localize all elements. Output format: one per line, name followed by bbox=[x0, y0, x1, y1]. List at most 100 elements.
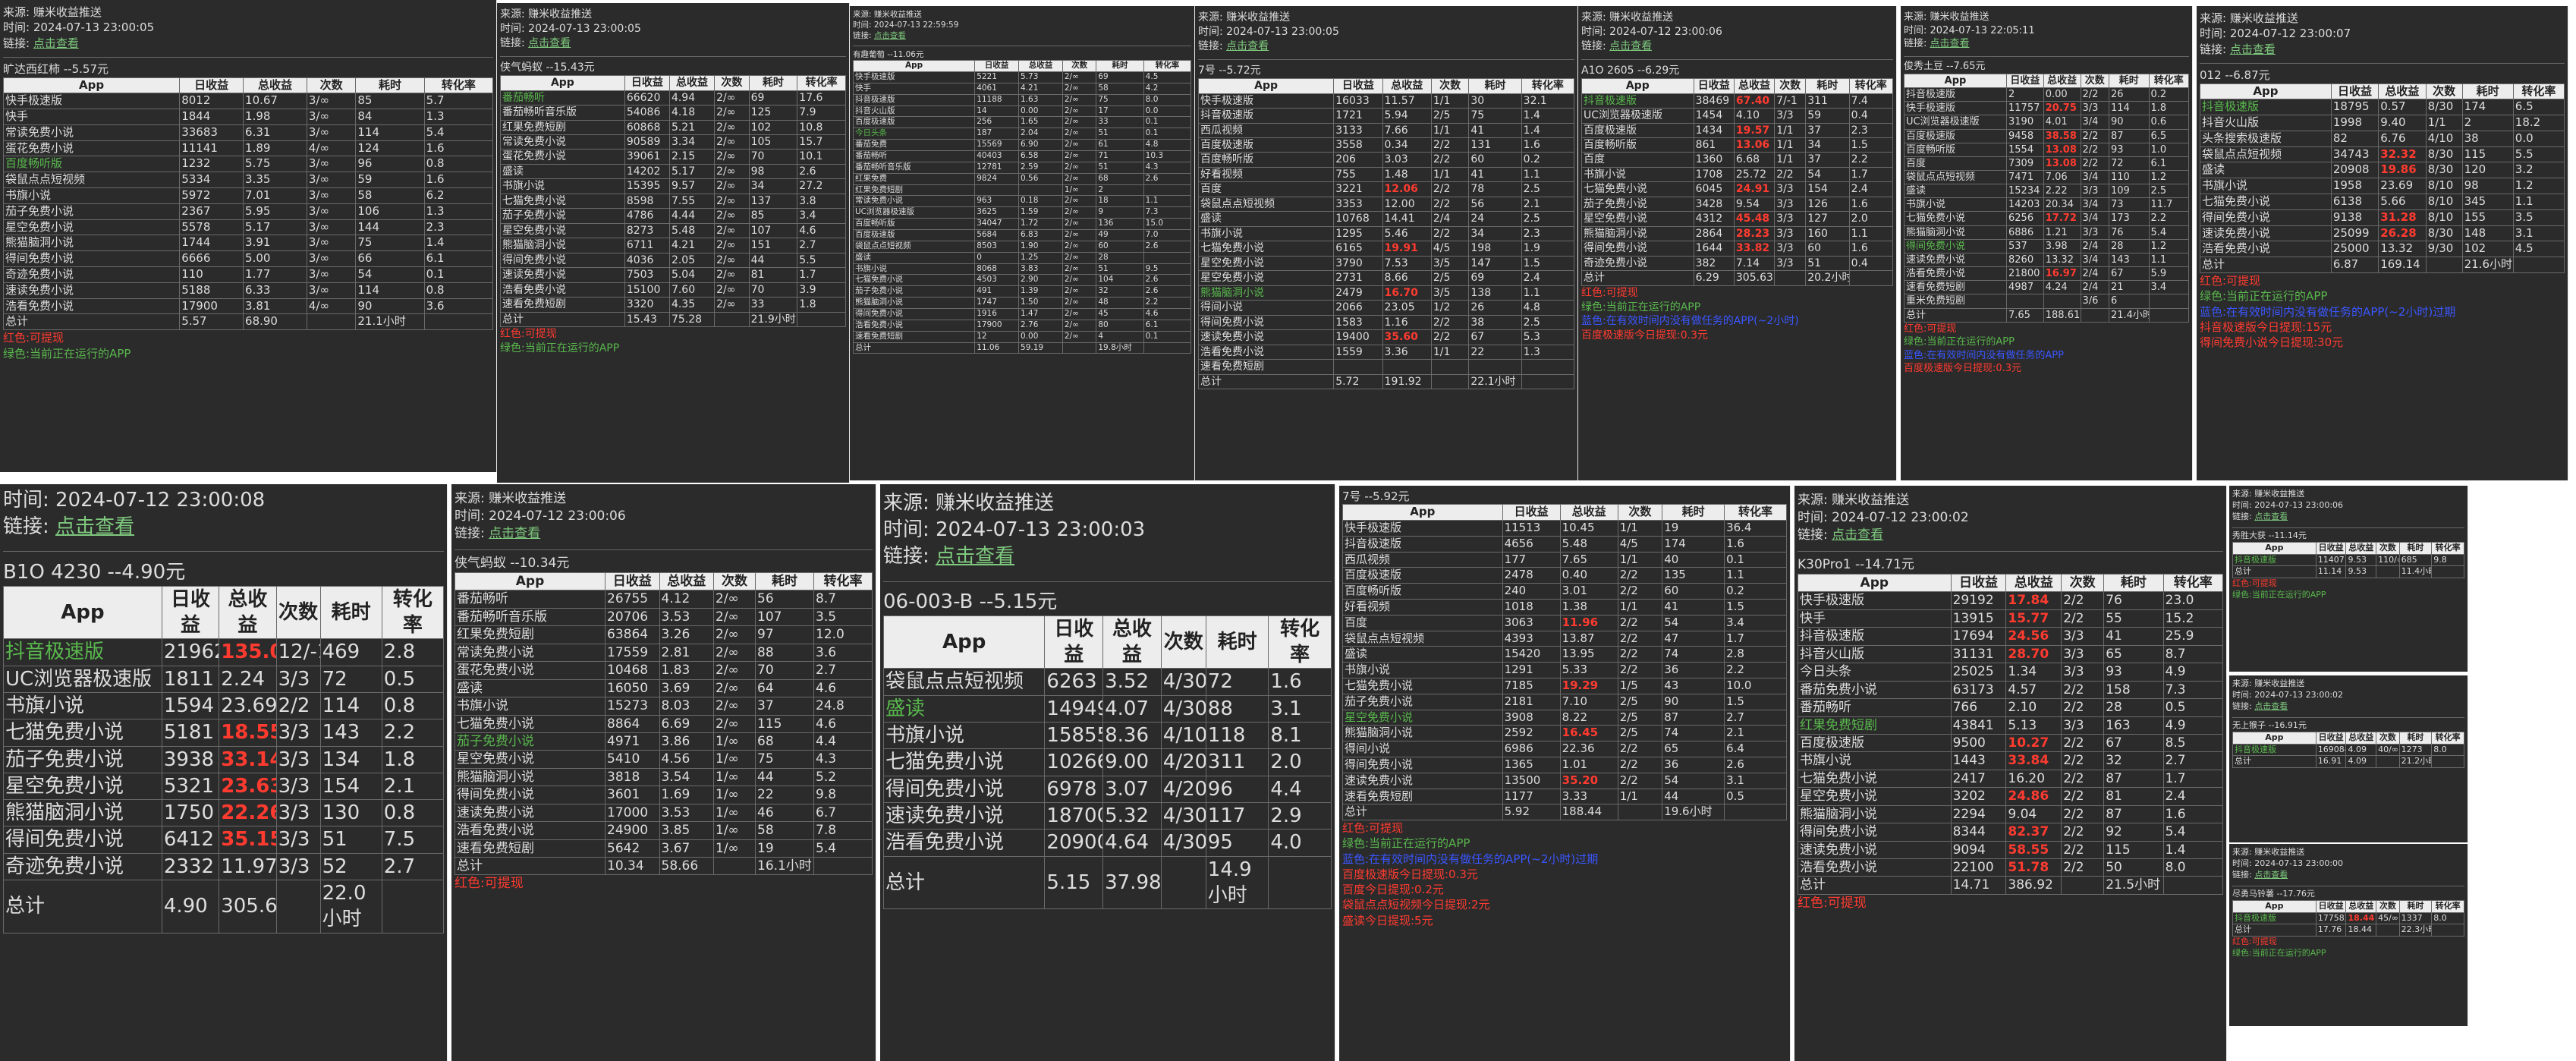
value-cell: 14.41 bbox=[1382, 211, 1432, 227]
account-title: 7号 --5.92元 bbox=[1342, 490, 1410, 503]
value-cell: 2/5 bbox=[1617, 709, 1663, 726]
value-cell bbox=[423, 313, 494, 331]
value-cell: 54 bbox=[355, 266, 425, 283]
value-cell: 3.4 bbox=[1724, 614, 1787, 631]
value-cell: 13.08 bbox=[2043, 156, 2081, 171]
column-header: 耗时 bbox=[355, 77, 425, 94]
screenshot-panel: 来源: 赚米收益推送 时间: 2024-07-12 23:00:06 链接: 点击查… bbox=[1578, 6, 1897, 480]
table-row: 星空免费小说 2731 8.66 2/5 69 2.4 bbox=[1197, 270, 1575, 286]
value-cell: 8/10 bbox=[2425, 178, 2463, 195]
view-link[interactable]: 点击查看 bbox=[489, 525, 541, 541]
app-name-cell: 总计 bbox=[2232, 565, 2317, 578]
value-cell: 17000 bbox=[605, 803, 660, 823]
value-cell: 38 bbox=[1468, 314, 1522, 331]
app-name-cell: 书旗小说 bbox=[1581, 166, 1694, 183]
value-cell: 3908 bbox=[1502, 709, 1561, 726]
value-cell: 71 bbox=[1096, 150, 1144, 162]
value-cell: 3.4 bbox=[2148, 280, 2189, 295]
value-cell: 75.28 bbox=[668, 311, 716, 328]
value-cell: 3.36 bbox=[1382, 344, 1432, 360]
value-cell: 1.4 bbox=[1521, 122, 1575, 139]
table-row: 红果免费短剧 43841 5.13 3/3 163 4.9 bbox=[1798, 716, 2224, 735]
value-cell: 2/∞ bbox=[1062, 82, 1097, 95]
app-name-cell: 盛读 bbox=[1904, 184, 2007, 199]
app-name-cell: 星空免费小说 bbox=[454, 750, 605, 769]
app-name-cell: 快手 bbox=[1798, 609, 1952, 628]
app-name-cell: 总计 bbox=[1342, 804, 1503, 821]
value-cell: 3.83 bbox=[1018, 263, 1063, 275]
column-header: 次数 bbox=[2425, 83, 2463, 100]
value-cell: 2.04 bbox=[1018, 128, 1063, 140]
value-cell: 75 bbox=[755, 750, 814, 769]
table-row: 抖音极速版 1721 5.94 2/5 75 1.4 bbox=[1197, 108, 1575, 124]
app-name-cell: 红果免费 bbox=[852, 172, 976, 185]
link-label: 链接: bbox=[1198, 39, 1223, 52]
view-link[interactable]: 点击查看 bbox=[1832, 527, 1884, 543]
column-header: 转化率 bbox=[1143, 60, 1192, 72]
value-cell: 1.1 bbox=[2148, 252, 2189, 268]
value-cell: 2/5 bbox=[1617, 693, 1663, 710]
value-cell: 3.9 bbox=[797, 282, 846, 298]
value-cell: 65 bbox=[1662, 741, 1725, 757]
app-name-cell: 浩看免费小说 bbox=[454, 821, 605, 840]
time-label: 时间: bbox=[3, 20, 30, 35]
table-row: 红果免费短剧 63864 3.26 2/∞ 97 12.0 bbox=[454, 625, 873, 644]
app-name-cell: 得间免费小说 bbox=[454, 786, 605, 804]
table-row: 百度极速版 3558 0.34 2/2 131 1.6 bbox=[1197, 137, 1575, 153]
value-cell: 7.0 bbox=[1143, 229, 1192, 241]
table-row: 快手极速版 8012 10.67 3/∞ 85 5.7 bbox=[2, 93, 494, 110]
value-cell: 25025 bbox=[1950, 663, 2007, 682]
screenshot-panel: 来源: 赚米收益推送 时间: 2024-07-12 23:00:06 链接: 点击查… bbox=[451, 484, 876, 1061]
value-cell: 11.96 bbox=[1559, 614, 1618, 631]
value-cell: 8/10 bbox=[2425, 194, 2463, 210]
value-cell: 2/∞ bbox=[714, 267, 750, 283]
view-link[interactable]: 点击查看 bbox=[1609, 39, 1653, 52]
view-link[interactable]: 点击查看 bbox=[2254, 869, 2288, 880]
value-cell: 5181 bbox=[161, 719, 220, 747]
view-link[interactable]: 点击查看 bbox=[1226, 39, 1269, 52]
value-cell: 15.0 bbox=[1143, 218, 1192, 231]
value-cell: 1/∞ bbox=[713, 821, 756, 840]
table-row: 书旗小说 1295 5.46 2/2 34 2.3 bbox=[1197, 225, 1575, 242]
app-name-cell: 浩看免费小说 bbox=[1197, 344, 1335, 360]
value-cell: 3/∞ bbox=[306, 93, 357, 110]
value-cell: 35.15 bbox=[219, 826, 277, 854]
value-cell: 1.3 bbox=[423, 203, 494, 220]
view-link[interactable]: 点击查看 bbox=[55, 515, 135, 539]
view-link[interactable]: 点击查看 bbox=[528, 36, 571, 49]
view-link[interactable]: 点击查看 bbox=[2229, 42, 2276, 56]
value-cell bbox=[974, 184, 1020, 197]
value-cell: 76 bbox=[2103, 591, 2164, 610]
view-link[interactable]: 点击查看 bbox=[2254, 701, 2288, 711]
value-cell: 4.12 bbox=[659, 590, 714, 609]
view-link[interactable]: 点击查看 bbox=[1930, 38, 1970, 50]
app-name-cell: UC浏览器极速版 bbox=[3, 665, 162, 693]
value-cell: 69 bbox=[748, 90, 798, 106]
table-row: 速看免费短剧 3320 4.35 2/∞ 33 1.8 bbox=[500, 297, 846, 313]
value-cell: 3/3 bbox=[275, 772, 321, 801]
value-cell: 3558 bbox=[1333, 137, 1383, 153]
table-row: 抖音极速版 11188 1.63 2/∞ 75 8.0 bbox=[852, 93, 1192, 106]
view-link[interactable]: 点击查看 bbox=[873, 31, 906, 41]
earnings-table: App 日收益 总收益 次数 耗时 转化率 抖音极速版 2 0.00 2/2 26 0.2 快手极速版 1… bbox=[1904, 73, 2189, 323]
table-row: 百度极速版 9500 10.27 2/2 67 8.5 bbox=[1798, 733, 2224, 753]
view-link[interactable]: 点击查看 bbox=[33, 36, 79, 50]
view-link[interactable]: 点击查看 bbox=[2254, 511, 2288, 521]
app-name-cell: 番茄免费小说 bbox=[1798, 680, 1952, 700]
value-cell: 37 bbox=[755, 697, 814, 716]
app-name-cell: 星空免费小说 bbox=[1581, 211, 1694, 227]
footer-note: 红色:可提现 bbox=[1904, 323, 1957, 335]
table-header-row: App 日收益 总收益 次数 耗时 转化率 bbox=[500, 75, 846, 91]
app-name-cell: 茄子免费小说 bbox=[852, 285, 976, 298]
value-cell: 14202 bbox=[624, 163, 670, 180]
app-name-cell: 书旗小说 bbox=[3, 691, 162, 720]
value-cell: 126 bbox=[1805, 196, 1850, 213]
time-value: 2024-07-13 22:05:11 bbox=[1926, 24, 2035, 36]
value-cell: 12.00 bbox=[1382, 196, 1432, 213]
value-cell: 9824 bbox=[974, 172, 1020, 185]
time-value: 2024-07-12 23:00:06 bbox=[484, 508, 626, 524]
value-cell: 188.61 bbox=[2043, 307, 2081, 323]
view-link[interactable]: 点击查看 bbox=[936, 545, 1015, 568]
table-row: 速读免费小说 8260 13.32 3/4 143 1.1 bbox=[1904, 252, 2189, 268]
